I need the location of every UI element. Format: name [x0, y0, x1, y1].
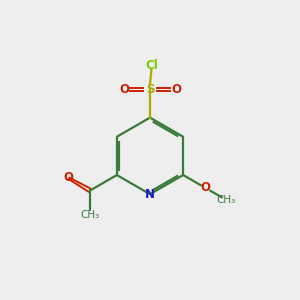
- Text: O: O: [171, 83, 181, 96]
- Text: O: O: [201, 182, 211, 194]
- Text: N: N: [145, 188, 155, 201]
- Text: O: O: [63, 172, 74, 184]
- Text: Cl: Cl: [145, 59, 158, 72]
- Text: S: S: [146, 83, 154, 96]
- Text: O: O: [119, 83, 129, 96]
- Text: CH₃: CH₃: [217, 195, 236, 205]
- Text: CH₃: CH₃: [80, 210, 100, 220]
